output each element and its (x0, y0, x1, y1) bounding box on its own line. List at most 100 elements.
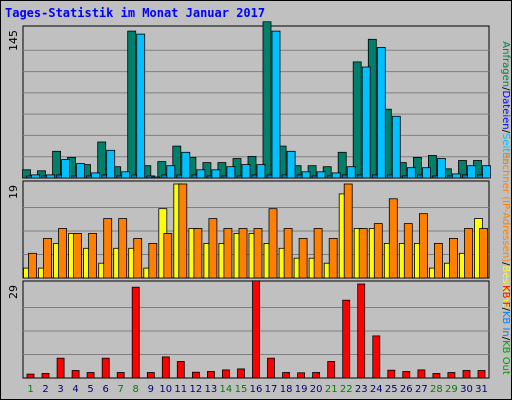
panel-bottom-bar-kb-f-8 (131, 286, 140, 379)
panel-bottom-ytick-label: 29 (7, 285, 20, 299)
panel-middle-bar-rechner-ip-adressen--20 (313, 228, 323, 279)
panel-top-bar-seiten-19 (301, 171, 311, 179)
x-tick-label-11: 11 (174, 384, 187, 395)
panel-middle-bar-rechner-ip-adressen--13 (208, 218, 218, 279)
panel-top-bar-seiten-27 (421, 167, 431, 179)
x-tick-label-30: 30 (460, 384, 473, 395)
panel-middle-bar-rechner-ip-adressen--9 (148, 242, 158, 279)
panel-bottom-bar-kb-f-16 (252, 280, 260, 379)
panel-bottom-bar-kb-f-15 (237, 368, 245, 379)
panel-top-bar-seiten-25 (391, 115, 401, 179)
panel-bottom-bar-kb-f-21 (327, 361, 336, 379)
x-tick-label-6: 6 (103, 384, 109, 395)
panel-top-bar-seiten-1 (31, 174, 40, 179)
panel-top-legend-item: Anfragen (500, 41, 511, 87)
panel-top-bar-seiten-30 (467, 165, 476, 179)
panel-top-bar-seiten-24 (376, 47, 386, 179)
panel-middle-bar-rechner-ip-adressen--14 (223, 228, 233, 279)
panel-middle-bar-rechner-ip-adressen--25 (388, 198, 398, 279)
panel-middle-bar-rechner-ip-adressen--18 (283, 228, 293, 279)
panel-top-bar-seiten-14 (226, 166, 236, 179)
panel-top-bar-seiten-11 (181, 151, 191, 179)
panel-middle-legend-item: / (500, 262, 511, 266)
x-tick-label-9: 9 (148, 384, 154, 395)
panel-middle-ytick-label: 19 (7, 185, 20, 199)
panel-middle-bar-rechner-ip-adressen--7 (118, 218, 128, 279)
x-tick-label-22: 22 (340, 384, 353, 395)
panel-bottom-bar-kb-f-9 (146, 372, 155, 379)
panel-middle-bar-rechner-ip-adressen--30 (464, 228, 473, 279)
panel-top-bar-seiten-15 (241, 164, 251, 179)
panel-bottom-bar-kb-f-3 (56, 357, 65, 379)
panel-middle-bar-rechner-ip-adressen--31 (479, 228, 488, 279)
x-tick-label-27: 27 (415, 384, 428, 395)
panel-top-bar-anfragen-17 (262, 21, 272, 179)
panel-top-bar-seiten-16 (256, 164, 266, 179)
panel-top-bar-seiten-7 (121, 171, 131, 179)
panel-bottom-bar-kb-f-22 (342, 299, 351, 379)
panel-top-bar-seiten-18 (286, 150, 296, 179)
x-tick-label-19: 19 (295, 384, 308, 395)
panel-bottom-legend: KB F/KB In/KB Out (500, 285, 511, 375)
panel-bottom-bar-kb-f-10 (161, 356, 170, 379)
panel-top-bar-seiten-13 (211, 169, 221, 179)
panel-middle-bar-rechner-ip-adressen--28 (433, 242, 443, 279)
panel-middle-bar-rechner-ip-adressen--11 (178, 183, 188, 279)
panel-top-legend-item: Seiten (500, 133, 511, 165)
panel-middle-legend-item: Besuche (500, 266, 511, 309)
panel-top-bar-seiten-22 (346, 166, 356, 179)
x-tick-label-8: 8 (133, 384, 139, 395)
panel-middle-bar-rechner-ip-adressen--22 (343, 183, 353, 279)
chart-title: Tages-Statistik im Monat Januar 2017 (5, 6, 266, 20)
x-tick-label-2: 2 (42, 384, 48, 395)
panel-top-bar-seiten-17 (271, 30, 281, 179)
x-tick-label-4: 4 (72, 384, 78, 395)
panel-bottom-bar-kb-f-20 (312, 372, 321, 379)
panel-bottom-bar-kb-f-31 (477, 370, 486, 379)
x-tick-label-13: 13 (205, 384, 218, 395)
panel-bottom-bar-kb-f-17 (267, 357, 275, 379)
panel-middle-bar-rechner-ip-adressen--2 (43, 237, 52, 279)
panel-top-bar-seiten-28 (436, 158, 446, 179)
panel-top-bar-anfragen-23 (352, 61, 362, 179)
panel-middle-bar-rechner-ip-adressen--19 (298, 237, 308, 279)
panel-bottom-bar-kb-f-7 (116, 372, 125, 379)
panel-middle-bar-rechner-ip-adressen--24 (373, 223, 383, 279)
panel-top-area (22, 25, 490, 179)
panel-middle-bar-rechner-ip-adressen--15 (238, 228, 248, 279)
panel-top-bar-seiten-23 (361, 66, 371, 179)
x-tick-label-3: 3 (57, 384, 63, 395)
panel-top-bar-anfragen-3 (52, 150, 61, 179)
x-tick-label-14: 14 (220, 384, 233, 395)
panel-top-bar-anfragen-8 (127, 30, 137, 179)
panel-bottom-bar-kb-f-19 (297, 372, 306, 379)
panel-bottom-bar-kb-f-26 (402, 371, 411, 379)
x-tick-label-7: 7 (118, 384, 124, 395)
x-tick-label-25: 25 (385, 384, 398, 395)
panel-middle-legend: Rechner (IP-Adressen)/Besuche (500, 152, 511, 308)
panel-top-bar-seiten-8 (136, 33, 146, 179)
x-tick-label-29: 29 (445, 384, 458, 395)
panel-bottom-legend-item: KB Out (500, 340, 511, 375)
x-tick-label-26: 26 (400, 384, 413, 395)
panel-top-bar-seiten-31 (482, 165, 491, 179)
panel-bottom-bar-kb-f-25 (387, 369, 396, 379)
panel-top-bar-seiten-6 (106, 149, 116, 179)
panel-middle-bar-rechner-ip-adressen--10 (163, 233, 173, 279)
panel-top-bar-seiten-4 (76, 163, 85, 179)
panel-bottom-bar-kb-f-14 (221, 369, 230, 379)
panel-bottom-legend-item: KB In (500, 311, 511, 337)
panel-top-ytick-label: 145 (7, 30, 20, 51)
panel-middle-bar-rechner-ip-adressen--5 (88, 233, 97, 279)
x-tick-label-31: 31 (475, 384, 488, 395)
panel-top-legend-item: Dateien (500, 90, 511, 129)
panel-middle-bar-rechner-ip-adressen--23 (358, 228, 368, 279)
panel-bottom-bar-kb-f-12 (191, 371, 200, 379)
panel-middle-bar-rechner-ip-adressen--4 (73, 233, 82, 279)
panel-top-legend: Anfragen/Dateien/Seiten (500, 41, 511, 164)
panel-bottom-bar-kb-f-4 (71, 370, 80, 379)
x-tick-label-17: 17 (265, 384, 278, 395)
panel-middle-bar-rechner-ip-adressen--21 (328, 237, 338, 279)
panel-bottom-bar-kb-f-6 (101, 357, 110, 379)
